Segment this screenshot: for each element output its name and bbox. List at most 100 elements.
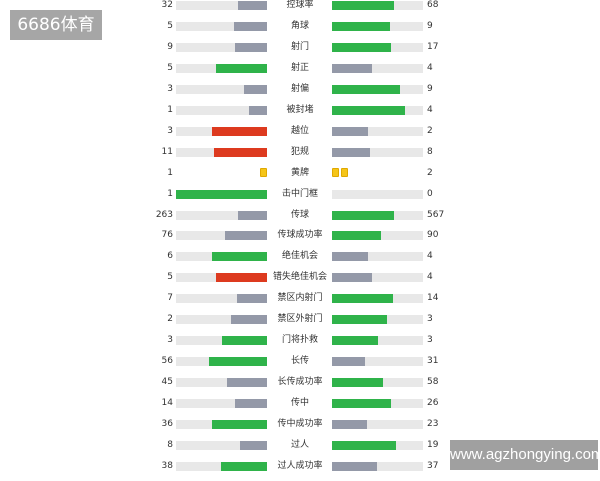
away-bar-track: [332, 357, 423, 367]
home-value: 1: [167, 167, 173, 178]
away-bar-track: [332, 42, 423, 52]
home-value: 32: [161, 0, 173, 10]
home-bar-fill: [208, 357, 267, 367]
home-bar-track: [176, 461, 267, 471]
stat-row: 45 长传成功率 58: [0, 377, 600, 397]
away-bar-track: [332, 63, 423, 73]
home-value: 38: [161, 460, 173, 471]
home-bar-track: [176, 252, 267, 262]
away-bar-track: [332, 210, 423, 220]
away-bar-fill: [332, 399, 392, 409]
away-bar-fill: [332, 1, 394, 10]
away-bar-track: [332, 315, 423, 325]
stat-row: 2 禁区外射门 3: [0, 314, 600, 334]
home-bar-track: [176, 63, 267, 73]
away-bar-fill: [332, 420, 368, 429]
home-bar-track: [176, 1, 267, 10]
home-bar-fill: [239, 440, 267, 450]
away-value: 9: [427, 83, 433, 94]
home-bar-fill: [235, 399, 267, 409]
stat-label: 门将扑救: [281, 335, 318, 346]
away-bar-track: [332, 252, 423, 262]
away-value: 8: [427, 146, 433, 157]
home-bar-track: [176, 84, 267, 94]
watermark-bottom-right: www.agzhongying.com: [450, 440, 600, 470]
away-bar-fill: [332, 63, 373, 73]
home-bar-fill: [235, 42, 267, 52]
away-value: 3: [427, 335, 433, 346]
away-bar-track: [332, 84, 423, 94]
yellow-card-icon: [332, 167, 339, 177]
away-bar-track: [332, 461, 423, 471]
away-bar-fill: [332, 126, 369, 136]
home-bar-track: [176, 42, 267, 52]
home-bar-track: [176, 378, 267, 388]
home-bar-fill: [220, 461, 267, 471]
home-bar-track: [176, 231, 267, 241]
stat-row: 3 门将扑救 3: [0, 335, 600, 355]
home-bar-fill: [214, 147, 267, 157]
home-bar-fill: [216, 273, 267, 283]
stat-row: 9 射门 17: [0, 42, 600, 62]
away-bar-track: [332, 399, 423, 409]
home-bar-track: [176, 147, 267, 157]
stat-row: 6 绝佳机会 4: [0, 251, 600, 271]
yellow-card-icon: [260, 167, 267, 177]
home-bar-fill: [225, 231, 267, 241]
home-bar-fill: [248, 105, 267, 115]
away-bar-track: [332, 273, 423, 283]
home-bar-fill: [212, 252, 267, 262]
away-value: 17: [427, 41, 439, 52]
stat-row: 1 被封堵 4: [0, 105, 600, 125]
home-value: 45: [161, 377, 173, 388]
home-value: 3: [167, 83, 173, 94]
home-bar-track: [176, 105, 267, 115]
away-bar-fill: [332, 231, 382, 241]
away-bar-track: [332, 126, 423, 136]
stat-label: 击中门框: [281, 188, 318, 199]
home-value: 76: [161, 230, 173, 241]
stat-row: 38 过人成功率 37: [0, 461, 600, 481]
away-value: 4: [427, 104, 433, 115]
stat-row: 5 角球 9: [0, 21, 600, 41]
away-value: 4: [427, 62, 433, 73]
away-value: 19: [427, 439, 439, 450]
home-bar-fill: [211, 420, 267, 429]
away-bar-track: [332, 189, 423, 199]
home-bar-fill: [221, 336, 267, 346]
stat-row: 14 传中 26: [0, 398, 600, 418]
stat-row: 3 射偏 9: [0, 84, 600, 104]
stat-label: 错失绝佳机会: [272, 272, 327, 283]
away-bar-track: [332, 105, 423, 115]
home-value: 1: [167, 104, 173, 115]
home-bar-fill: [230, 315, 267, 325]
away-bar-fill: [332, 378, 383, 388]
away-bar-fill: [332, 336, 378, 346]
home-bar-track: [176, 210, 267, 220]
home-bar-fill: [216, 63, 267, 73]
home-value: 5: [167, 20, 173, 31]
away-value: 31: [427, 356, 439, 367]
home-bar-fill: [234, 21, 267, 31]
away-value: 567: [427, 209, 445, 220]
away-value: 23: [427, 419, 439, 429]
stat-label: 射偏: [290, 83, 309, 94]
home-bar-fill: [236, 294, 267, 304]
away-bar-fill: [332, 210, 394, 220]
stat-label: 控球率: [286, 0, 314, 10]
away-bar-fill: [332, 294, 393, 304]
home-value: 9: [167, 41, 173, 52]
stat-label: 传中: [290, 398, 309, 409]
home-bar-track: [176, 189, 267, 199]
stat-label: 黄牌: [290, 167, 309, 178]
home-bar-fill: [237, 1, 267, 10]
away-value: 14: [427, 293, 439, 304]
away-value: 4: [427, 251, 433, 262]
stat-label: 犯规: [290, 146, 309, 157]
home-bar-track: [176, 126, 267, 136]
away-bar-track: [332, 147, 423, 157]
stat-row: 263 传球 567: [0, 210, 600, 230]
stat-row: 7 禁区内射门 14: [0, 293, 600, 313]
home-value: 263: [155, 209, 173, 220]
away-value: 68: [427, 0, 439, 10]
